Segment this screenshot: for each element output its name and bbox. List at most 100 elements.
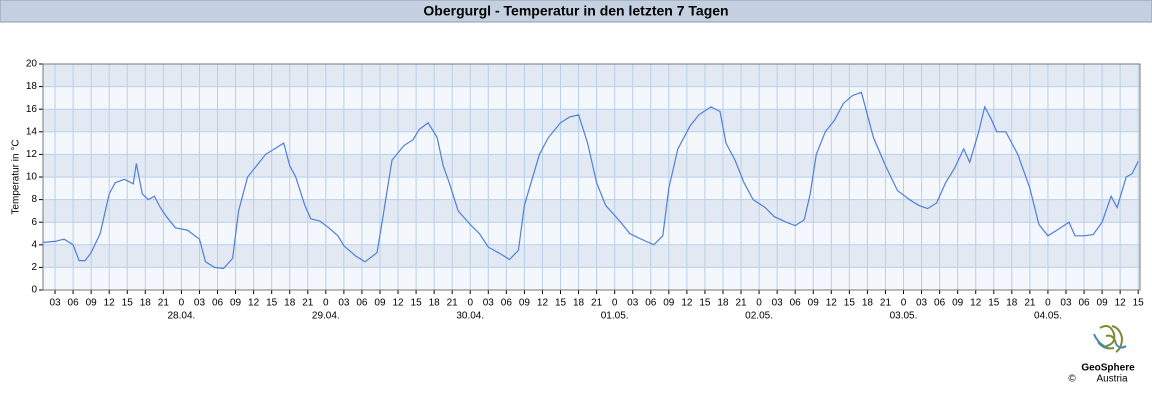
grid-band (43, 177, 1140, 200)
x-tick-label: 18 (140, 298, 152, 309)
x-tick-label: 15 (266, 298, 278, 309)
x-tick-label: 12 (248, 298, 260, 309)
x-tick-label: 15 (844, 298, 856, 309)
x-tick-label: 18 (1006, 298, 1018, 309)
x-tick-label: 12 (1115, 298, 1127, 309)
x-tick-label: 0 (467, 298, 473, 309)
x-tick-label: 06 (68, 298, 80, 309)
logo-sub: Austria (1096, 374, 1128, 385)
x-tick-label: 06 (501, 298, 513, 309)
y-tick-label: 18 (26, 81, 38, 92)
copyright: © (1068, 374, 1076, 385)
x-tick-label: 09 (86, 298, 98, 309)
x-tick-label: 06 (356, 298, 368, 309)
date-label: 04.05. (1034, 311, 1062, 322)
x-tick-label: 15 (988, 298, 1000, 309)
logo-name: GeoSphere (1081, 363, 1135, 374)
grid-band (43, 199, 1140, 223)
x-tick-label: 21 (880, 298, 892, 309)
temperature-line (42, 91, 1139, 270)
x-tick-label: 21 (591, 298, 603, 309)
grid-band (43, 86, 1140, 110)
x-tick-label: 06 (934, 298, 946, 309)
y-tick-label: 14 (26, 126, 38, 137)
x-tick-label: 0 (1045, 298, 1051, 309)
y-tick-label: 2 (31, 262, 37, 273)
chart-title: Obergurgl - Temperatur in den letzten 7 … (423, 3, 728, 19)
x-tick-label: 12 (681, 298, 693, 309)
x-tick-label: 06 (212, 298, 224, 309)
date-label: 30.04. (456, 311, 484, 322)
x-tick-label: 15 (122, 298, 134, 309)
x-tick-label: 12 (826, 298, 838, 309)
plot-border (42, 63, 1141, 291)
date-label: 28.04. (167, 311, 195, 322)
x-tick-label: 21 (1024, 298, 1036, 309)
x-tick-label: 18 (284, 298, 296, 309)
x-tick-label: 06 (1078, 298, 1090, 309)
y-tick-label: 8 (31, 194, 37, 205)
x-tick-label: 09 (519, 298, 531, 309)
x-tick-label: 03 (772, 298, 784, 309)
x-tick-label: 21 (735, 298, 747, 309)
grid-band (43, 267, 1140, 290)
x-tick-label: 15 (699, 298, 711, 309)
date-label: 02.05. (745, 311, 773, 322)
x-tick-label: 03 (194, 298, 206, 309)
y-tick-label: 12 (26, 149, 38, 160)
y-tick-label: 16 (26, 104, 38, 115)
x-tick-label: 18 (717, 298, 729, 309)
grid-band (43, 222, 1140, 245)
x-tick-label: 18 (429, 298, 441, 309)
x-tick-label: 09 (952, 298, 964, 309)
x-tick-label: 21 (302, 298, 314, 309)
grid-band (43, 64, 1140, 87)
y-tick-label: 0 (31, 285, 37, 296)
grid-band (43, 154, 1140, 177)
x-tick-label: 15 (1133, 298, 1145, 309)
x-tick-label: 12 (537, 298, 549, 309)
logo: GeoSphere Austria © (1068, 325, 1135, 385)
x-tick-label: 03 (483, 298, 495, 309)
x-tick-label: 15 (411, 298, 423, 309)
x-tick-label: 03 (338, 298, 350, 309)
x-tick-label: 09 (1097, 298, 1109, 309)
x-tick-label: 06 (645, 298, 657, 309)
x-tick-label: 09 (374, 298, 386, 309)
grid-band (43, 109, 1140, 132)
logo-mark (1097, 325, 1124, 353)
y-tick-label: 4 (31, 239, 37, 250)
y-axis-label: Temperatur in °C (11, 139, 22, 214)
y-tick-label: 6 (31, 217, 37, 228)
x-tick-label: 21 (447, 298, 459, 309)
grid-band (43, 244, 1140, 268)
y-tick-label: 10 (26, 172, 38, 183)
grid-band (43, 131, 1140, 155)
x-tick-label: 0 (612, 298, 618, 309)
x-tick-label: 12 (104, 298, 116, 309)
x-tick-label: 0 (901, 298, 907, 309)
x-tick-label: 09 (663, 298, 675, 309)
x-tick-label: 18 (862, 298, 874, 309)
x-tick-label: 12 (392, 298, 404, 309)
x-tick-label: 06 (790, 298, 802, 309)
x-tick-label: 21 (158, 298, 170, 309)
date-label: 29.04. (312, 311, 340, 322)
x-tick-label: 12 (970, 298, 982, 309)
x-tick-label: 03 (916, 298, 928, 309)
logo-mark (1093, 333, 1127, 349)
title-bar (0, 0, 1152, 23)
x-tick-label: 0 (179, 298, 185, 309)
x-tick-label: 09 (808, 298, 820, 309)
x-tick-label: 09 (230, 298, 242, 309)
x-tick-label: 0 (323, 298, 329, 309)
date-label: 01.05. (601, 311, 629, 322)
y-tick-label: 20 (26, 59, 38, 70)
x-tick-label: 18 (573, 298, 585, 309)
x-tick-label: 03 (49, 298, 61, 309)
date-label: 03.05. (890, 311, 918, 322)
x-tick-label: 0 (756, 298, 762, 309)
x-tick-label: 15 (555, 298, 567, 309)
x-tick-label: 03 (1060, 298, 1072, 309)
